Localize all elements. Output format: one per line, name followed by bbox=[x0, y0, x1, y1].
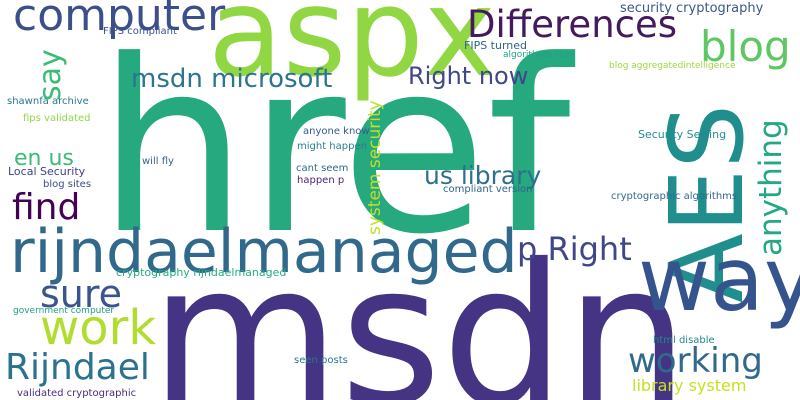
word-will-fly: will fly bbox=[142, 156, 174, 167]
word-href: href bbox=[97, 10, 571, 287]
word-p-right: p Right bbox=[517, 230, 632, 268]
word-find: find bbox=[12, 187, 81, 228]
word-cant-seem: cant seem bbox=[296, 163, 349, 174]
word-library-system: library system bbox=[632, 376, 747, 395]
word-msdn-microsoft: msdn microsoft bbox=[131, 64, 333, 94]
word-fips-compliant: FIPS compliant bbox=[103, 26, 177, 37]
word-msdn: msdn bbox=[150, 222, 689, 400]
word-security-cryptography: security cryptography bbox=[620, 1, 764, 16]
word-computer: computer bbox=[13, 0, 226, 41]
word-seen-posts: seen posts bbox=[294, 355, 348, 366]
word-rijndaelmanaged: rijndaelmanaged bbox=[10, 217, 518, 287]
word-en-us: en us bbox=[14, 146, 74, 171]
word-compliant-version: compliant version bbox=[443, 184, 533, 195]
word-security-setting: Security Setting bbox=[638, 128, 727, 141]
word-rijndael: Rijndael bbox=[5, 347, 150, 388]
word-working: working bbox=[628, 341, 763, 381]
word-fips-validated: fips validated bbox=[23, 113, 91, 124]
word-fips-turned: FIPS turned bbox=[464, 39, 528, 52]
word-validated-cryptographic: validated cryptographic bbox=[17, 388, 137, 399]
word-sure: sure bbox=[40, 272, 123, 316]
word-cryptographic-algorithms: cryptographic algorithms bbox=[611, 191, 738, 202]
word-might-happen: might happen bbox=[297, 141, 367, 152]
word-differences: Differences bbox=[467, 3, 678, 46]
word-happen-p: happen p bbox=[297, 175, 345, 186]
word-blog-aggregatedintelligence: blog aggregatedintelligence bbox=[609, 61, 736, 71]
word-blog: blog bbox=[700, 22, 791, 71]
word-system-security: system security bbox=[365, 100, 385, 235]
word-anything: anything bbox=[753, 119, 789, 256]
word-work: work bbox=[40, 300, 157, 356]
word-say: say bbox=[33, 49, 68, 101]
word-us-library: us library bbox=[424, 161, 542, 190]
word-anyone-know: anyone know bbox=[303, 126, 370, 137]
word-way: way bbox=[638, 228, 800, 331]
word-algorithms-html: algorithms html bbox=[503, 50, 575, 60]
word-html-disable: html disable bbox=[653, 335, 715, 346]
word-shawnfa-archive: shawnfa archive bbox=[7, 96, 89, 107]
word-cryptography-rijndaelmanaged: cryptography rijndaelmanaged bbox=[116, 266, 287, 279]
word-local-security: Local Security bbox=[8, 165, 86, 178]
word-aspx: aspx bbox=[208, 0, 496, 104]
word-government-computer: government computer bbox=[13, 306, 115, 316]
word-right-now: Right now bbox=[408, 62, 529, 90]
word-blog-sites: blog sites bbox=[43, 179, 92, 190]
